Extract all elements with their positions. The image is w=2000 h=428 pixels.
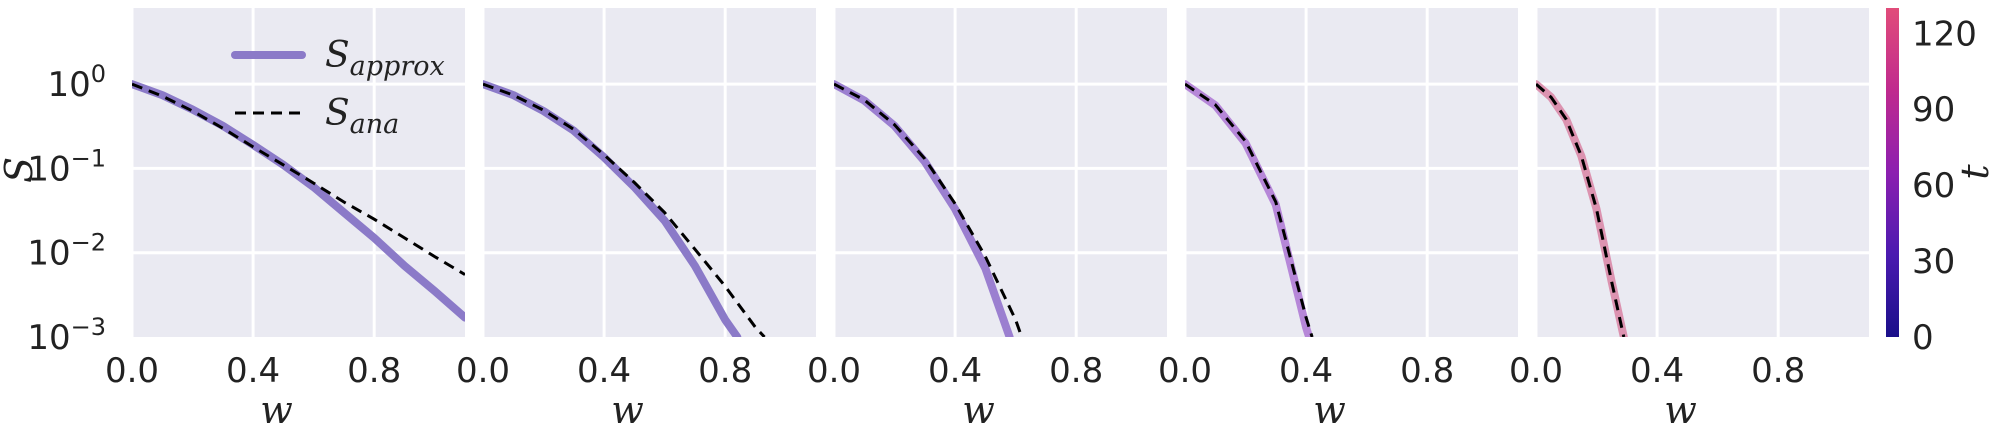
colorbar: 0 30 60 90 120 t	[1886, 8, 1997, 358]
plot-area	[1185, 8, 1518, 337]
series-group	[483, 80, 766, 337]
panel-5: 0.0 0.4 0.8 w	[1509, 8, 1869, 428]
x-axis-label: w	[1664, 388, 1697, 428]
x-tick-label: 0.8	[1400, 351, 1454, 391]
colorbar-tick-label: 0	[1912, 318, 1934, 358]
x-tick-label: 0.0	[456, 351, 510, 391]
x-tick-label: 0.0	[807, 351, 861, 391]
x-tick-label: 0.4	[577, 351, 631, 391]
legend: Sapprox Sana	[231, 35, 445, 140]
x-axis-label: w	[260, 388, 293, 428]
series-line-ana	[132, 82, 465, 276]
x-tick-label: 0.8	[1751, 351, 1805, 391]
legend-label-approx: Sapprox	[325, 35, 445, 82]
series-line-approx	[1185, 80, 1314, 337]
colorbar-gradient	[1886, 8, 1899, 337]
x-tick-label: 0.8	[698, 351, 752, 391]
plot-area	[1536, 8, 1869, 337]
series-line-approx	[834, 80, 1014, 337]
x-axis-label: w	[962, 388, 995, 428]
y-tick-label: 10−2	[27, 229, 106, 274]
x-tick-label: 0.0	[105, 351, 159, 391]
series-line-ana	[1185, 82, 1314, 337]
plot-area	[834, 8, 1167, 337]
plot-area	[483, 8, 816, 337]
y-tick-label: 10−3	[27, 313, 106, 358]
series-group	[834, 80, 1024, 337]
colorbar-tick-label: 90	[1912, 90, 1955, 130]
x-tick-label: 0.0	[1158, 351, 1212, 391]
series-group	[1185, 80, 1314, 337]
x-tick-label: 0.8	[1049, 351, 1103, 391]
panel-4: 0.0 0.4 0.8 w	[1158, 8, 1518, 428]
colorbar-tick-label: 60	[1912, 166, 1955, 206]
x-axis-label: w	[1313, 388, 1346, 428]
y-axis-label: S	[0, 157, 41, 183]
x-tick-label: 0.8	[347, 351, 401, 391]
y-tick-label: 10−1	[27, 144, 106, 189]
series-line-ana	[1536, 82, 1626, 337]
x-tick-label: 0.0	[1509, 351, 1563, 391]
panel-1: 0.0 0.4 0.8 100 10−1 10−2 10−3 w S	[0, 8, 465, 428]
colorbar-label: t	[1953, 164, 1997, 180]
colorbar-tick-label: 30	[1912, 242, 1955, 282]
series-group	[132, 80, 465, 322]
x-tick-label: 0.4	[226, 351, 280, 391]
y-tick-label: 100	[47, 60, 106, 105]
series-line-ana	[834, 82, 1024, 337]
series-line-ana	[483, 82, 766, 337]
legend-label-ana: Sana	[325, 93, 399, 140]
series-line-approx	[483, 80, 742, 337]
panel-3: 0.0 0.4 0.8 w	[807, 8, 1167, 428]
x-tick-label: 0.4	[928, 351, 982, 391]
colorbar-tick-label: 120	[1912, 14, 1977, 54]
series-group	[1536, 80, 1628, 337]
x-tick-label: 0.4	[1630, 351, 1684, 391]
x-axis-label: w	[611, 388, 644, 428]
x-tick-label: 0.4	[1279, 351, 1333, 391]
panel-2: 0.0 0.4 0.8 w	[456, 8, 816, 428]
